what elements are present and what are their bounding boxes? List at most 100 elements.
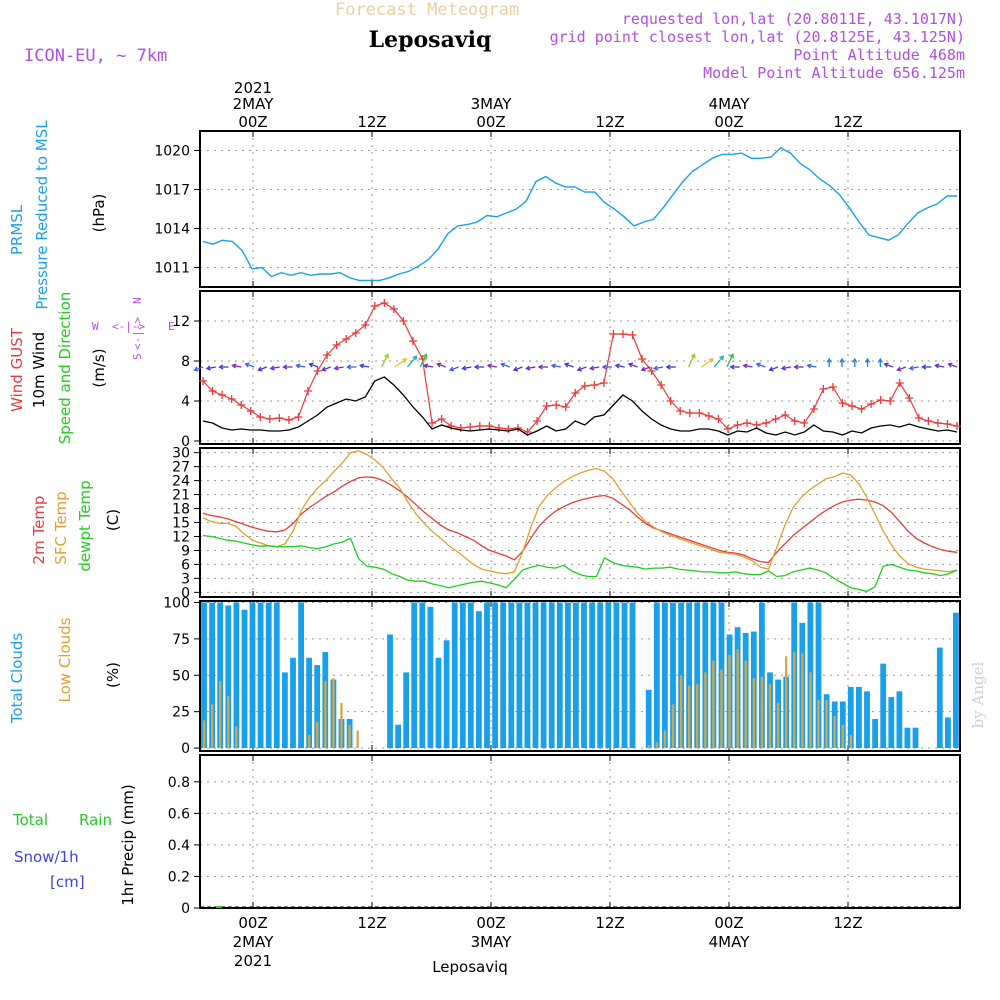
total-cloud-bar <box>912 727 919 749</box>
wind-arrow-head <box>333 365 339 371</box>
low-cloud-bar <box>817 700 820 749</box>
wind-arrow-head <box>589 365 595 371</box>
total-cloud-bar <box>403 672 410 749</box>
total-cloud-bar <box>653 602 660 749</box>
gust-marker <box>676 407 685 415</box>
total-cloud-bar <box>225 605 232 749</box>
wind-arrow <box>577 366 587 371</box>
wind-arrow-head <box>537 364 543 370</box>
precip-label-total: Total <box>12 811 48 829</box>
wind-arrow <box>935 364 945 368</box>
wind-arrow-head <box>448 366 455 372</box>
ytick-label-1: 4 <box>181 394 190 410</box>
gust-marker <box>552 401 561 409</box>
svg-text:Wind GUST: Wind GUST <box>8 327 26 412</box>
wind-arrow-head <box>614 363 620 369</box>
gust-marker <box>227 395 236 403</box>
total-cloud-bar <box>847 686 854 749</box>
wind-arrow-head <box>563 362 570 368</box>
wind-arrow-head <box>461 365 467 371</box>
gust-marker <box>513 424 522 432</box>
compass-vertical-arrow: <-|-> <box>131 317 144 350</box>
low-cloud-bar <box>744 660 747 749</box>
ytick-label-1: 25 <box>172 705 190 721</box>
low-cloud-bar <box>655 742 658 749</box>
gust-marker <box>428 419 437 427</box>
panel-border <box>199 130 961 288</box>
total-cloud-bar <box>645 689 652 749</box>
bottom-axis-label: 12Z <box>833 914 862 932</box>
wind-label-10m: 10m Wind <box>30 332 48 408</box>
gust-marker <box>265 415 274 423</box>
svg-text:Low Clouds: Low Clouds <box>56 617 74 702</box>
low-cloud-bar <box>760 676 764 749</box>
svg-text:2m Temp: 2m Temp <box>30 496 48 565</box>
gust-marker <box>313 367 322 375</box>
wind-arrow-head <box>839 357 845 363</box>
total-cloud-bar <box>500 602 507 749</box>
low-cloud-bar <box>679 675 683 749</box>
ytick-label-0: 0 <box>181 434 190 450</box>
top-axis-label: 00Z <box>714 113 743 131</box>
total-cloud-bar <box>524 602 531 749</box>
wind-arrow-head <box>346 364 352 370</box>
wind-arrow-head <box>231 363 237 369</box>
wind-arrow <box>701 358 714 368</box>
gust-marker <box>533 417 542 425</box>
total-cloud-bar <box>953 612 959 749</box>
total-cloud-bar <box>427 606 434 749</box>
pressure-line <box>202 147 957 282</box>
wind-arrow-head <box>896 366 902 372</box>
wind-arrow <box>437 363 447 368</box>
gust-marker <box>618 330 627 338</box>
svg-text:SFC Temp: SFC Temp <box>52 491 70 564</box>
svg-text:10m Wind: 10m Wind <box>30 332 48 408</box>
wind-arrow-head <box>780 365 786 371</box>
ytick-label-4: 12 <box>172 529 190 545</box>
gust-marker <box>895 379 904 387</box>
gust-marker <box>246 407 255 415</box>
panel-border <box>199 600 961 752</box>
clouds-label-low: Low Clouds <box>56 617 74 702</box>
gust-marker <box>303 387 312 395</box>
wind-arrow <box>424 364 434 368</box>
low-cloud-bar <box>671 704 675 749</box>
panel-border <box>199 754 961 909</box>
wind-arrow-head <box>755 362 761 368</box>
low-cloud-bar <box>227 695 230 749</box>
low-cloud-bar <box>809 672 812 749</box>
temp-unit: (C) <box>104 509 122 531</box>
ytick-label-3: 1020 <box>154 144 190 160</box>
total-cloud-bar <box>904 727 911 749</box>
wind-arrow-head <box>282 364 288 370</box>
gust-marker <box>943 420 952 428</box>
ytick-label-0: 0 <box>181 741 190 757</box>
wind-arrow <box>615 364 625 368</box>
bottom-axis-label: 00Z <box>714 914 743 932</box>
total-cloud-bar <box>686 602 692 749</box>
bottom-axis-label: 4MAY <box>709 933 751 951</box>
wind-arrow-head <box>883 362 889 368</box>
gust-marker <box>447 422 456 430</box>
wind-arrow <box>756 363 766 368</box>
wind-arrow-head <box>550 363 556 369</box>
gust-marker <box>638 355 647 363</box>
wind-arrow-head <box>852 357 858 363</box>
pressure-label-2: Pressure Reduced to MSL <box>33 120 51 310</box>
total-cloud-bar <box>290 657 296 749</box>
total-cloud-bar <box>201 602 207 749</box>
gust-marker <box>657 381 666 389</box>
low-cloud-bar <box>728 654 731 749</box>
wind-arrow-head <box>742 363 748 369</box>
precip-panel: 0 0.2 0.4 0.6 0.8 <box>168 754 961 917</box>
total-cloud-bar <box>670 602 676 749</box>
wind-arrow <box>419 354 427 368</box>
total-cloud-bar <box>443 640 450 749</box>
wind-arrow <box>406 355 417 368</box>
total-cloud-bar <box>306 657 312 749</box>
svg-text:(%): (%) <box>104 662 122 688</box>
gust-marker <box>695 409 704 417</box>
bottom-axis-label: 12Z <box>595 914 624 932</box>
